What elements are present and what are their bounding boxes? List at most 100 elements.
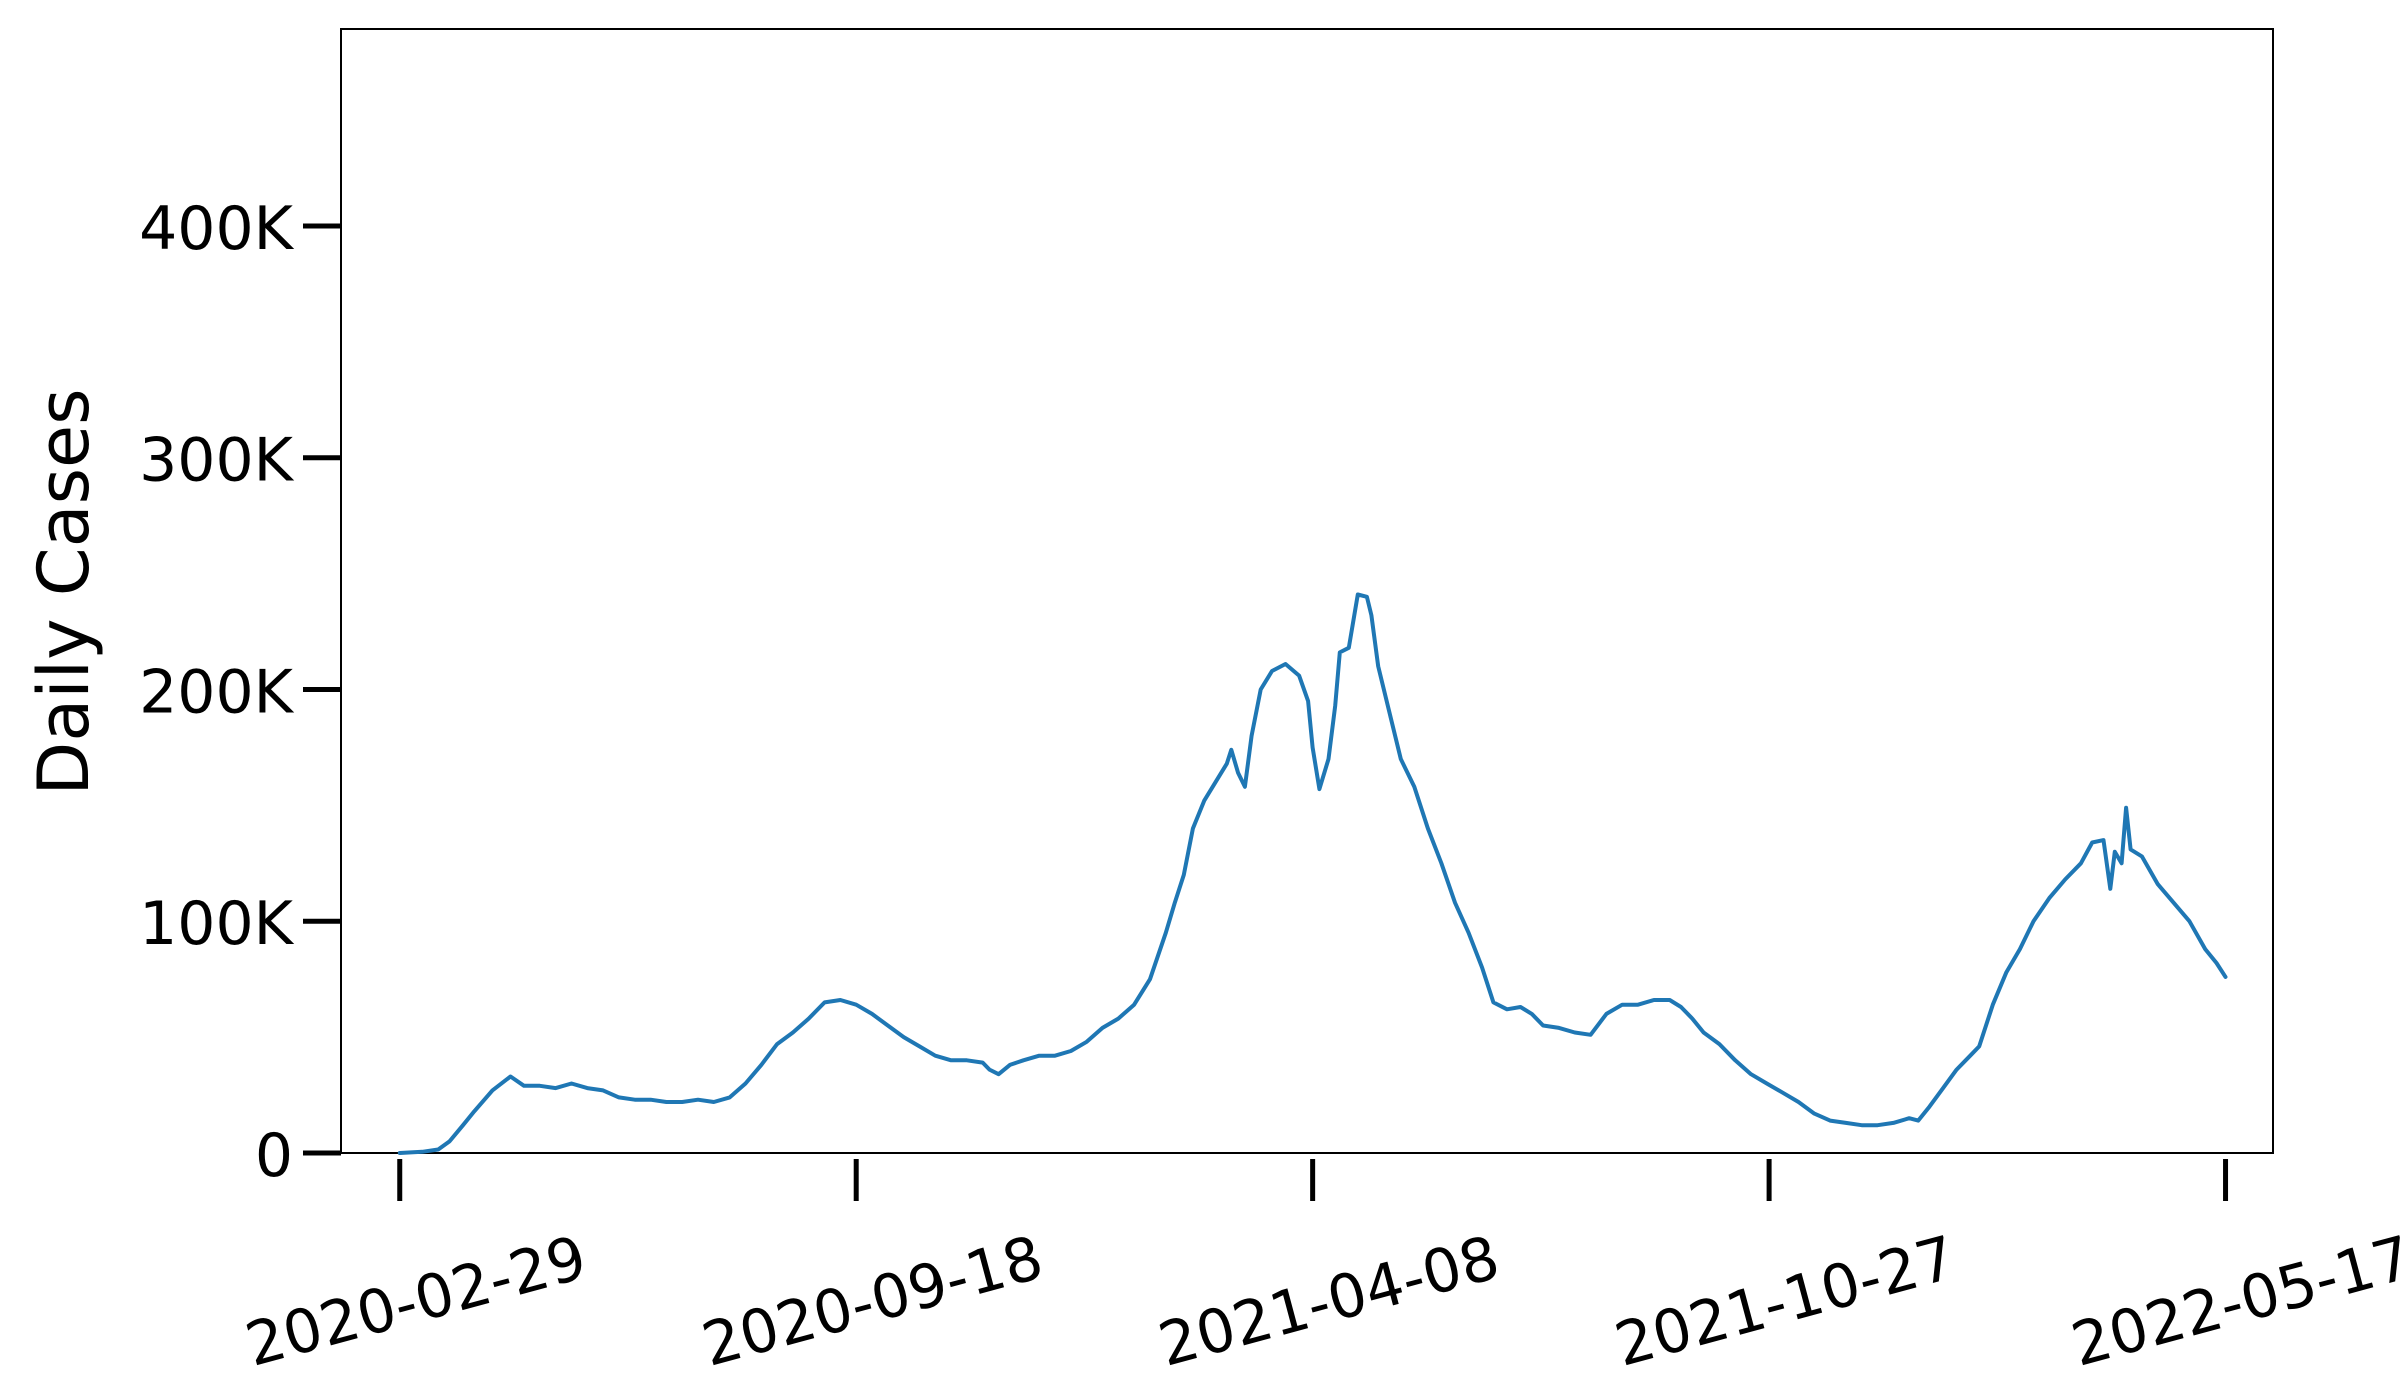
- data-point: [1941, 1086, 1945, 1090]
- data-point: [1733, 1058, 1737, 1062]
- data-point: [1225, 762, 1229, 766]
- data-point: [1453, 901, 1457, 905]
- data-point: [1008, 1063, 1012, 1067]
- data-point: [1573, 1031, 1577, 1035]
- data-point: [1284, 662, 1288, 666]
- data-point: [1376, 664, 1380, 668]
- data-point: [601, 1088, 605, 1092]
- data-point: [886, 1024, 890, 1028]
- data-point: [2102, 838, 2106, 842]
- data-point: [1797, 1100, 1801, 1104]
- data-point: [1620, 1003, 1624, 1007]
- x-tick-label: 2021-10-27: [1608, 1223, 1963, 1381]
- y-axis: 0 100K 200K 300K 400K: [139, 194, 341, 1191]
- data-point: [1928, 1105, 1932, 1109]
- data-point: [1412, 785, 1416, 789]
- data-point: [1085, 1040, 1089, 1044]
- data-point: [918, 1044, 922, 1048]
- data-point: [1069, 1049, 1073, 1053]
- data-point: [538, 1084, 542, 1088]
- data-point: [1053, 1054, 1057, 1058]
- data-point: [448, 1139, 452, 1143]
- data-point: [2018, 947, 2022, 951]
- data-point: [1916, 1119, 1920, 1123]
- y-tick-label: 400K: [139, 194, 295, 264]
- y-tick-label: 100K: [139, 889, 295, 959]
- data-point: [2079, 861, 2083, 865]
- data-point: [1306, 699, 1310, 703]
- data-point: [2047, 896, 2051, 900]
- data-point: [744, 1082, 748, 1086]
- data-point: [420, 1150, 424, 1154]
- data-point: [949, 1058, 953, 1062]
- data-point: [1388, 711, 1392, 715]
- data-point: [472, 1109, 476, 1113]
- data-point: [2063, 878, 2067, 882]
- data-point: [728, 1095, 732, 1099]
- data-point: [981, 1061, 985, 1065]
- data-point: [1191, 827, 1195, 831]
- plot-area-frame: [340, 28, 2274, 1154]
- data-point: [633, 1098, 637, 1102]
- data-point: [1467, 931, 1471, 935]
- data-point: [1876, 1123, 1880, 1127]
- data-point: [1250, 734, 1254, 738]
- data-point: [1860, 1123, 1864, 1127]
- data-point: [807, 1017, 811, 1021]
- data-point: [1243, 785, 1247, 789]
- data-point: [1480, 966, 1484, 970]
- data-point: [1491, 1000, 1495, 1004]
- data-point: [1690, 1017, 1694, 1021]
- data-point: [1369, 613, 1373, 617]
- data-point: [1132, 1003, 1136, 1007]
- data-point: [1333, 704, 1337, 708]
- data-point: [1668, 998, 1672, 1002]
- data-point: [1365, 595, 1369, 599]
- data-point: [1182, 873, 1186, 877]
- data-point: [1907, 1116, 1911, 1120]
- series-points: [398, 593, 2228, 1156]
- data-point: [775, 1042, 779, 1046]
- data-point: [1844, 1121, 1848, 1125]
- x-axis: 2020-02-29 2020-09-18 2021-04-08 2021-10-27…: [239, 1159, 2400, 1381]
- y-axis-label: Daily Cases: [23, 388, 105, 795]
- data-point: [1259, 688, 1263, 692]
- data-point: [2203, 947, 2207, 951]
- data-point: [1702, 1031, 1706, 1035]
- data-point: [1270, 669, 1274, 673]
- data-point: [2187, 919, 2191, 923]
- data-point: [1968, 1054, 1972, 1058]
- data-point: [2113, 850, 2117, 854]
- data-point: [870, 1012, 874, 1016]
- data-point: [2215, 961, 2219, 965]
- data-point: [1327, 757, 1331, 761]
- data-point: [1557, 1026, 1561, 1030]
- data-point: [1765, 1082, 1769, 1086]
- data-point: [823, 1000, 827, 1004]
- data-point: [1977, 1044, 1981, 1048]
- data-point: [965, 1058, 969, 1062]
- data-point: [2004, 970, 2008, 974]
- x-tick-label: 2021-04-08: [1152, 1223, 1507, 1381]
- data-point: [1116, 1017, 1120, 1021]
- data-point: [1338, 650, 1342, 654]
- data-point: [1101, 1026, 1105, 1030]
- y-tick-label: 300K: [139, 426, 295, 496]
- y-tick-label: 200K: [139, 657, 295, 727]
- data-point: [554, 1086, 558, 1090]
- data-point: [461, 1123, 465, 1127]
- x-tick-label: 2022-05-17: [2064, 1223, 2400, 1381]
- data-point: [617, 1095, 621, 1099]
- data-point: [1347, 646, 1351, 650]
- data-point: [902, 1035, 906, 1039]
- data-point: [933, 1054, 937, 1058]
- data-point: [1589, 1033, 1593, 1037]
- data-point: [1652, 998, 1656, 1002]
- data-point: [436, 1148, 440, 1152]
- data-point: [2120, 861, 2124, 865]
- x-tick-label: 2020-02-29: [239, 1223, 594, 1381]
- data-point: [854, 1003, 858, 1007]
- data-point: [1891, 1121, 1895, 1125]
- data-point: [398, 1151, 402, 1155]
